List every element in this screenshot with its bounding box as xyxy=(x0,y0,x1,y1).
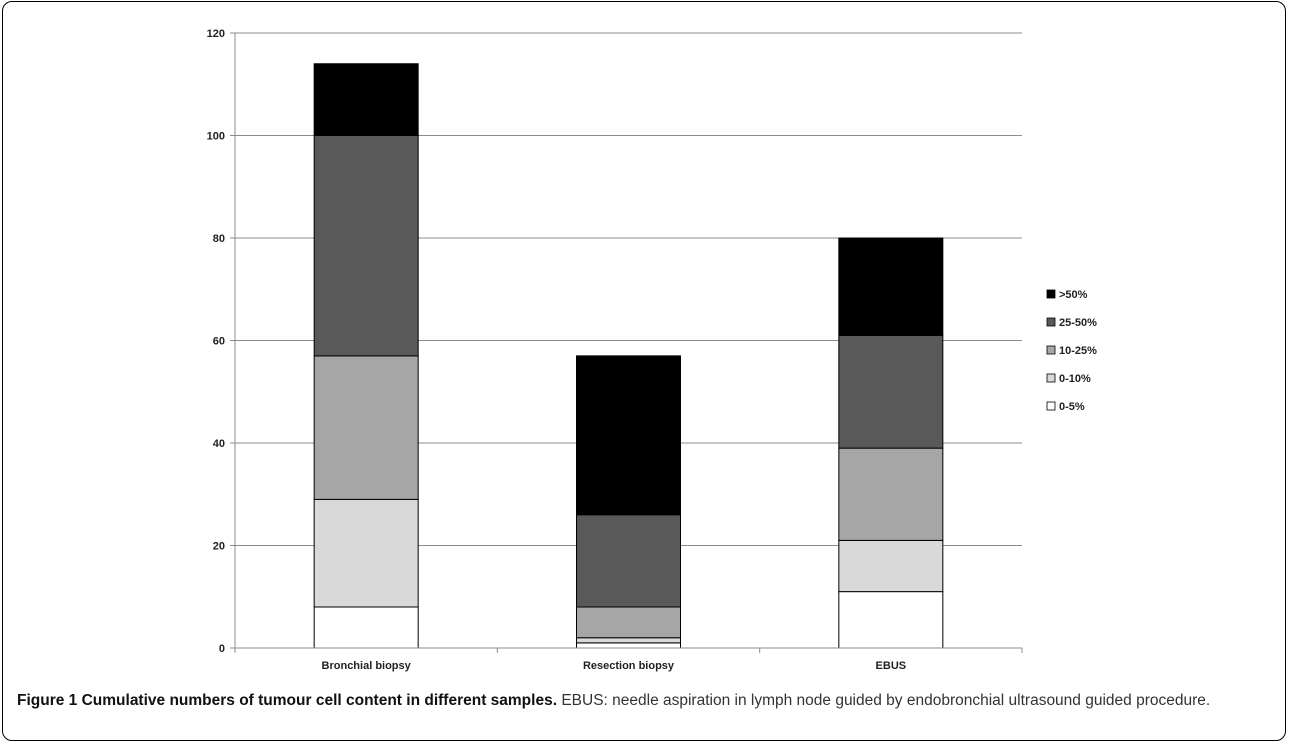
x-tick-label: Resection biopsy xyxy=(583,660,675,672)
legend-swatch xyxy=(1046,289,1056,299)
y-tick-label: 120 xyxy=(207,28,225,40)
legend-label: 0-10% xyxy=(1059,373,1091,385)
stacked-bar-chart: 0 20 40 60 80 100 120 Bronchial biopsy Resectio… xyxy=(207,28,1097,672)
y-tick-label: 0 xyxy=(219,643,225,655)
bar-segment xyxy=(576,514,681,608)
bar-segment xyxy=(576,642,681,649)
legend-swatch xyxy=(1046,317,1056,327)
y-tick-label: 100 xyxy=(207,131,225,143)
legend-label: 10-25% xyxy=(1059,345,1097,357)
y-tick-label: 60 xyxy=(213,336,225,348)
y-tick-label: 80 xyxy=(213,233,225,245)
bar-segment xyxy=(313,355,419,500)
y-tick-label: 20 xyxy=(213,541,225,553)
legend-label: 0-5% xyxy=(1059,401,1085,413)
legend-swatch xyxy=(1046,373,1056,383)
bar-segment xyxy=(838,237,944,336)
bar-segment xyxy=(576,355,681,516)
legend-label: 25-50% xyxy=(1059,317,1097,329)
bar-segment xyxy=(838,334,944,449)
bar-segment xyxy=(313,135,419,357)
legend-swatch xyxy=(1046,401,1056,411)
bar-segment xyxy=(576,637,681,644)
bar-segment xyxy=(313,63,419,136)
legend-label: >50% xyxy=(1059,289,1088,301)
figure-caption: Figure 1 Cumulative numbers of tumour ce… xyxy=(17,690,1279,712)
bar-segment xyxy=(838,447,944,541)
x-tick-label: EBUS xyxy=(876,660,907,672)
bar-segment xyxy=(838,539,944,593)
x-tick-labels: Bronchial biopsy Resection biopsy EBUS xyxy=(322,660,907,672)
bar-segment xyxy=(313,498,419,608)
bar-segment xyxy=(313,606,419,649)
caption-text: EBUS: needle aspiration in lymph node gu… xyxy=(557,692,1211,709)
y-tick-label: 40 xyxy=(213,438,225,450)
bar-segment xyxy=(838,591,944,649)
bar-segment xyxy=(576,606,681,639)
y-tick-labels: 0 20 40 60 80 100 120 xyxy=(207,28,225,655)
axes xyxy=(230,32,1023,653)
caption-title: Figure 1 Cumulative numbers of tumour ce… xyxy=(17,692,558,709)
legend-swatch xyxy=(1046,345,1056,355)
legend: >50% 25-50% 10-25% 0-10% 0-5% xyxy=(1046,289,1097,413)
bars xyxy=(313,63,944,649)
x-tick-label: Bronchial biopsy xyxy=(322,660,412,672)
